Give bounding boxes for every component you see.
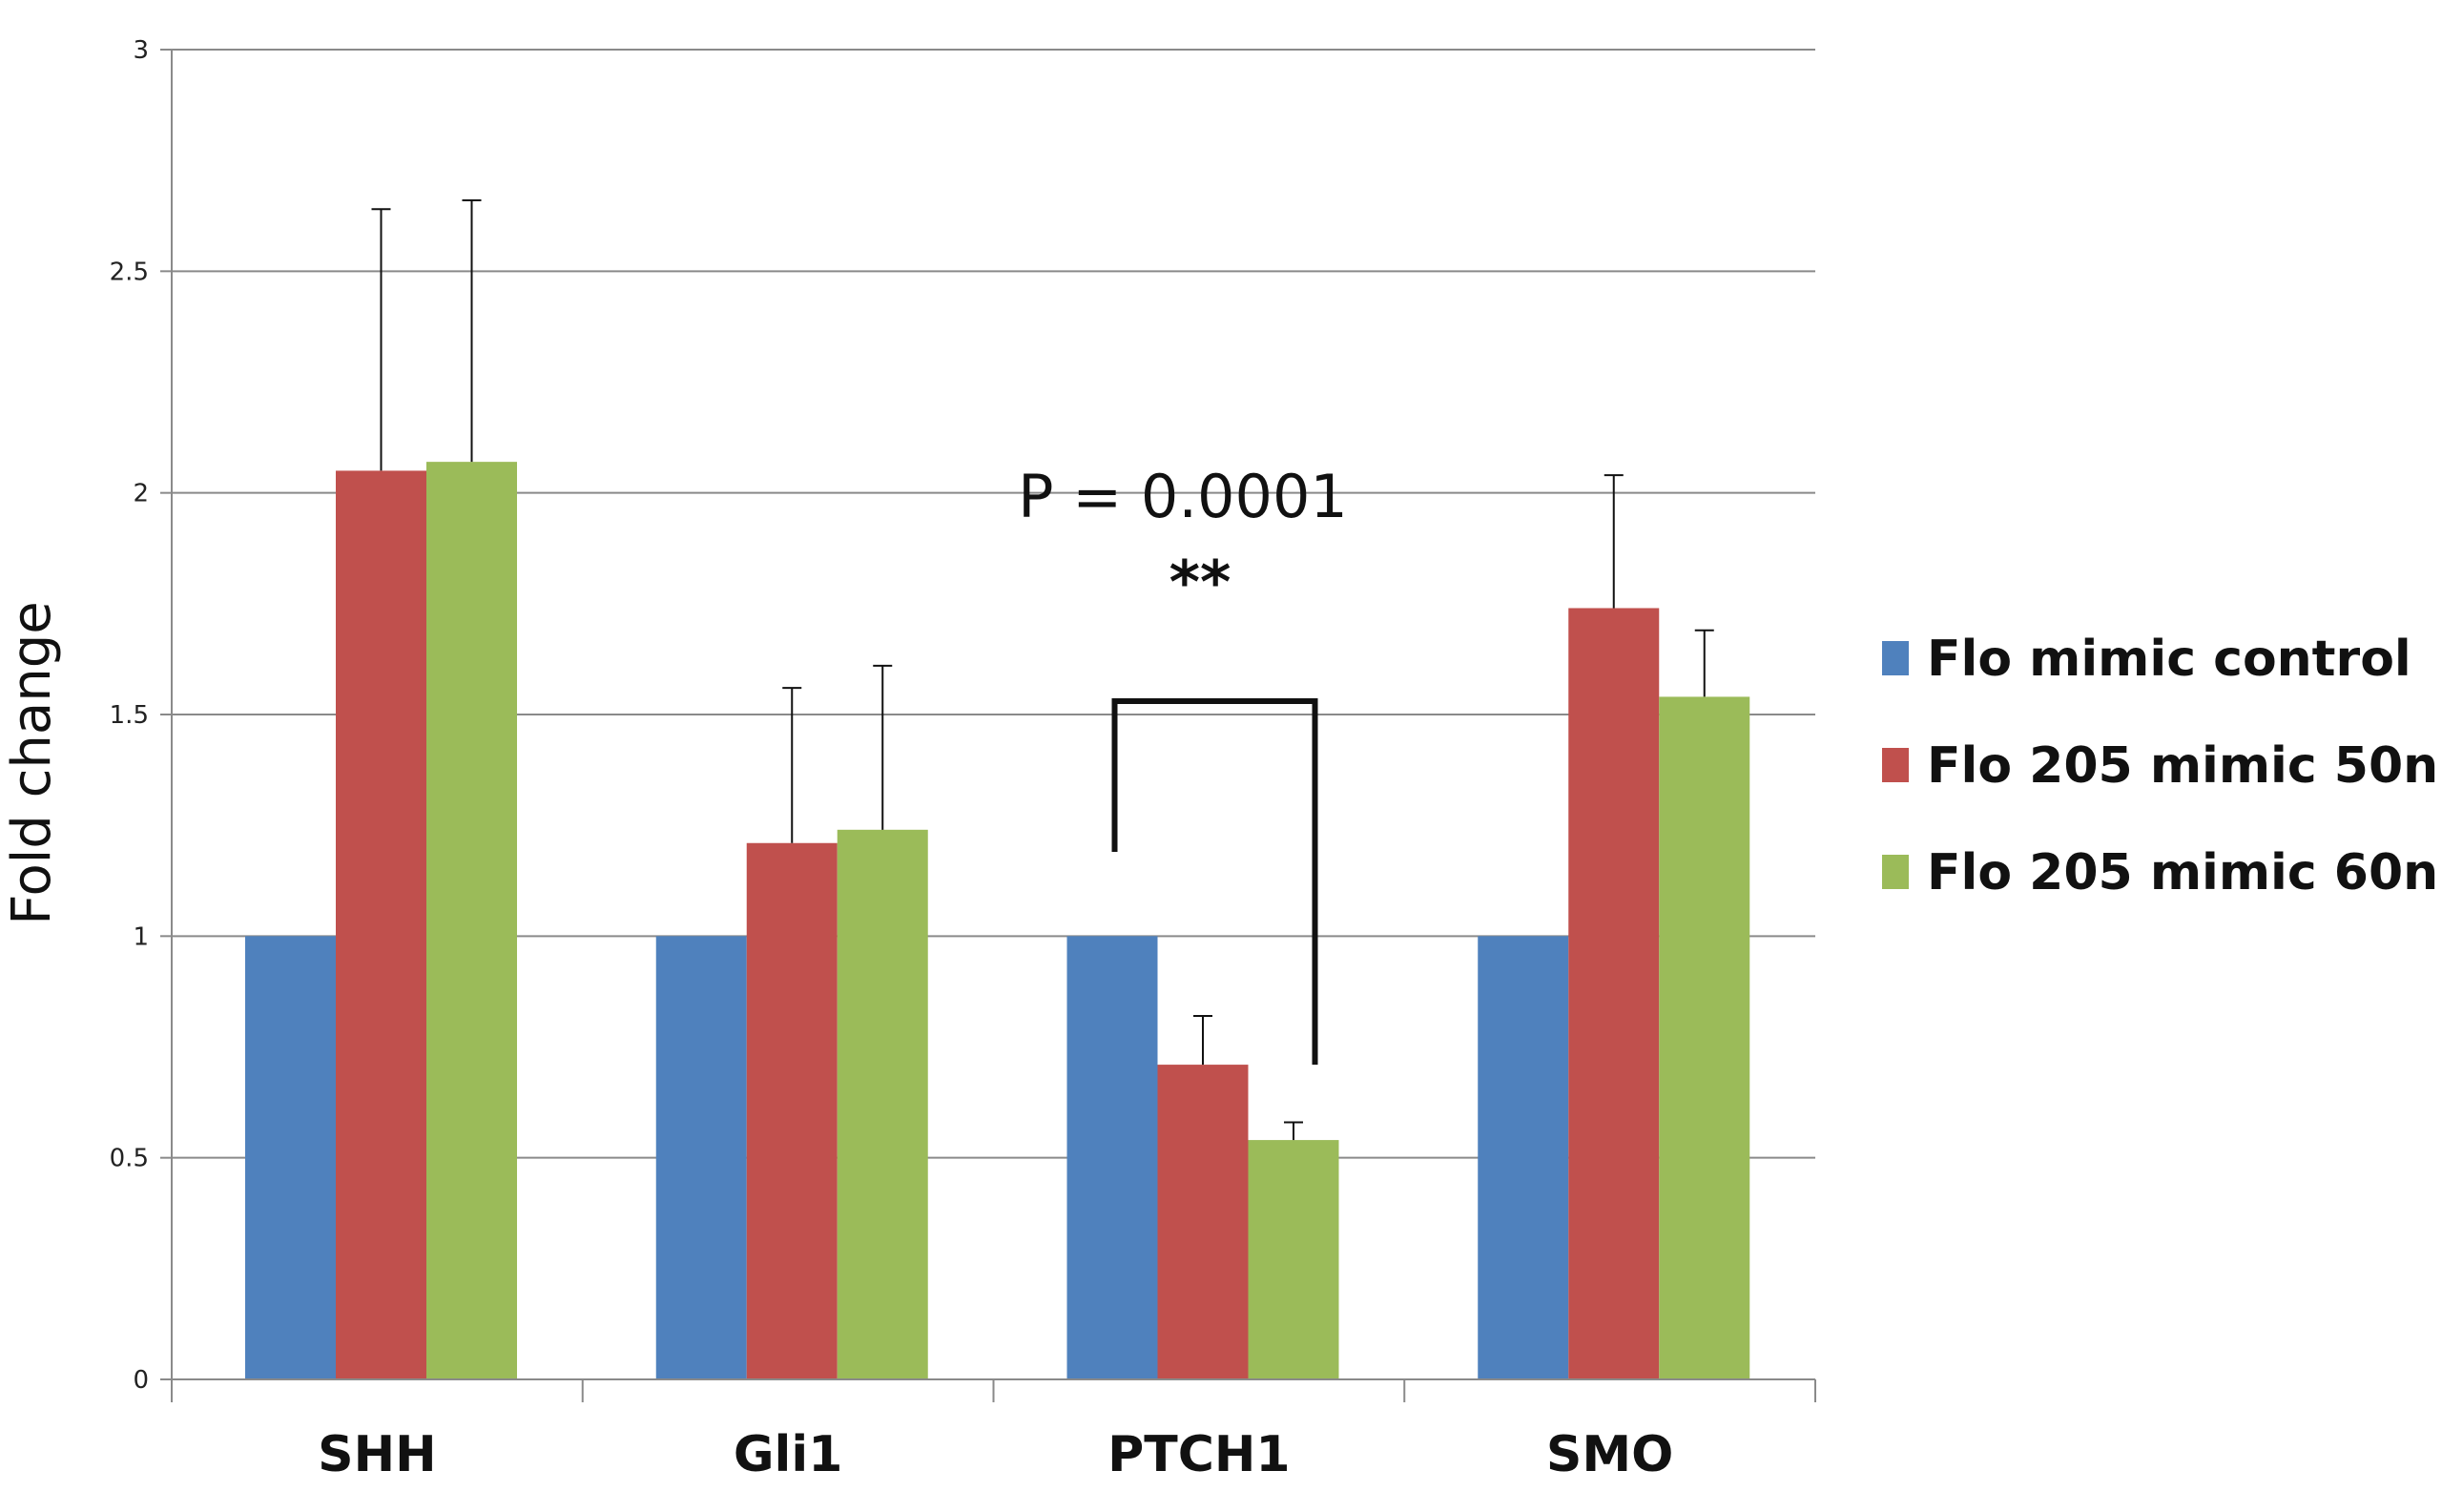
y-tick-label: 1.5: [110, 701, 149, 730]
p-value-annotation: P = 0.0001: [1018, 462, 1348, 531]
bars: [245, 462, 1750, 1379]
legend-swatch-50nm: [1882, 748, 1909, 782]
legend-swatch-control: [1882, 641, 1909, 675]
y-tick-label: 2: [133, 480, 149, 508]
y-tick-label: 1: [133, 922, 149, 951]
x-category-label: SHH: [318, 1426, 437, 1483]
legend-label-60nm: Flo 205 mimic 60nM: [1927, 844, 2442, 901]
error-bars: [371, 198, 1714, 1141]
bar-gli1-series-1: [746, 842, 838, 1379]
y-tick-label: 0.5: [110, 1145, 149, 1173]
bar-shh-series-2: [426, 462, 517, 1379]
y-axis-title: Fold change: [1, 601, 63, 924]
legend: Flo mimic control Flo 205 mimic 50nM Flo…: [1882, 631, 2442, 901]
bar-ptch1-series-1: [1157, 1065, 1249, 1379]
x-category-label: SMO: [1546, 1426, 1673, 1483]
y-tick-label: 0: [133, 1366, 149, 1395]
x-category-label: Gli1: [734, 1426, 843, 1483]
legend-swatch-60nm: [1882, 855, 1909, 889]
bar-ptch1-series-2: [1248, 1140, 1339, 1379]
significance-bracket: [1111, 698, 1318, 1066]
annotations: [1111, 698, 1318, 1066]
axes: 0 0.5 1 1.5 2 2.5 3 SHH Gli1 PTCH1 SMO: [110, 36, 1816, 1483]
x-category-label: PTCH1: [1107, 1426, 1290, 1483]
legend-label-control: Flo mimic control: [1927, 631, 2411, 688]
significance-stars: **: [1169, 548, 1231, 617]
bar-smo-series-1: [1568, 608, 1660, 1379]
bar-gli1-series-0: [655, 936, 747, 1379]
bar-smo-series-0: [1478, 936, 1569, 1379]
bar-smo-series-2: [1659, 696, 1750, 1379]
bar-ptch1-series-0: [1066, 936, 1158, 1379]
bar-gli1-series-2: [837, 829, 928, 1379]
y-tick-label: 3: [133, 36, 149, 65]
bar-shh-series-0: [245, 936, 336, 1379]
y-tick-label: 2.5: [110, 258, 149, 286]
legend-label-50nm: Flo 205 mimic 50nM: [1927, 737, 2442, 795]
bar-shh-series-1: [336, 470, 426, 1379]
